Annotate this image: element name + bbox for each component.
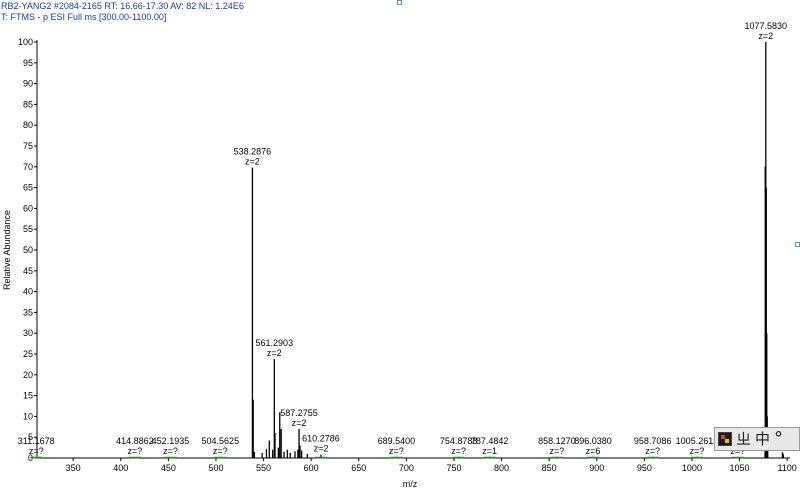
- y-tick-label: 20: [23, 370, 33, 380]
- axes-group: [36, 40, 790, 459]
- y-tick-label: 55: [23, 224, 33, 234]
- y-tick-label: 5: [28, 432, 33, 442]
- peak-mz-label: 1005.2612: [676, 436, 719, 446]
- x-tick-label: 1050: [730, 463, 750, 473]
- peak-bars: [251, 42, 784, 458]
- peak-mz-label: 452.1935: [152, 436, 190, 446]
- peak-mz-label: 858.1270: [538, 436, 576, 446]
- peak-charge-label: z=?: [29, 446, 44, 456]
- peak-charge-label: z=2: [758, 31, 773, 41]
- peak-charge-label: z=?: [550, 446, 565, 456]
- peak-mz-label: 754.8788: [440, 436, 478, 446]
- x-tick-label: 900: [589, 463, 604, 473]
- axis-titles: m/z Relative Abundance: [2, 210, 418, 489]
- peak-mz-label: 414.8862: [116, 436, 154, 446]
- peak-charge-label: z=?: [128, 446, 143, 456]
- x-tick-label: 1000: [682, 463, 702, 473]
- y-tick-label: 90: [23, 79, 33, 89]
- resize-handle-top[interactable]: [397, 0, 402, 5]
- x-tick-label: 850: [542, 463, 557, 473]
- ime-toolbar[interactable]: ㄓ 中 °: [714, 427, 800, 451]
- peak-mz-label: 561.2903: [256, 338, 294, 348]
- x-tick-label: 500: [208, 463, 223, 473]
- peak-mz-label: 896.0380: [574, 436, 612, 446]
- peak-mz-label: 311.1678: [18, 436, 55, 446]
- peak-mz-label: 504.5625: [202, 436, 240, 446]
- y-tick-label: 70: [23, 162, 33, 172]
- y-tick-label: 75: [23, 141, 33, 151]
- peak-charge-label: z=2: [292, 418, 307, 428]
- peak-labels: 311.1678z=?414.8862z=?452.1935z=?504.562…: [18, 21, 787, 456]
- y-tick-label: 60: [23, 203, 33, 213]
- y-tick-label: 30: [23, 328, 33, 338]
- x-tick-label: 650: [351, 463, 366, 473]
- scan-header: RB2-YANG2 #2084-2165 RT: 16.66-17.30 AV:…: [0, 0, 800, 26]
- ime-bopomofo-glyph[interactable]: ㄓ: [736, 430, 752, 448]
- peak-charge-label: z=?: [163, 446, 178, 456]
- peak-charge-label: z=?: [213, 446, 228, 456]
- ime-logo-icon: [718, 432, 732, 446]
- peak-charge-label: z=?: [645, 446, 660, 456]
- peak-charge-label: z=6: [586, 446, 601, 456]
- x-tick-label: 950: [637, 463, 652, 473]
- peak-charge-label: z=?: [389, 446, 404, 456]
- y-axis-title: Relative Abundance: [2, 210, 12, 290]
- y-axis-ticks: 0510152025303540455055606570758085909510…: [18, 37, 37, 463]
- x-tick-label: 350: [66, 463, 81, 473]
- ime-punctuation-glyph[interactable]: °: [774, 428, 784, 449]
- peak-charge-label: z=?: [451, 446, 466, 456]
- peak-mz-label: 787.4842: [471, 436, 509, 446]
- scan-filter-line: T: FTMS - p ESI Full ms [300.00-1100.00]: [1, 12, 167, 22]
- y-tick-label: 10: [23, 411, 33, 421]
- y-tick-label: 50: [23, 245, 33, 255]
- x-tick-label: 450: [161, 463, 176, 473]
- peak-mz-label: 587.2755: [280, 408, 318, 418]
- peak-mz-label: 958.7086: [634, 436, 672, 446]
- x-tick-label: 400: [113, 463, 128, 473]
- x-axis-ticks: 350 400 450 500 550 600 650 700 750 800 850 900 950 1…: [66, 458, 797, 473]
- y-tick-label: 100: [18, 37, 33, 47]
- peak-charge-label: z=2: [314, 444, 329, 454]
- y-tick-label: 95: [23, 58, 33, 68]
- y-tick-label: 15: [23, 391, 33, 401]
- peak-charge-label: z=?: [690, 446, 705, 456]
- x-axis-title: m/z: [403, 479, 418, 489]
- y-tick-label: 85: [23, 99, 33, 109]
- peak-mz-label: 1077.5830: [745, 21, 788, 31]
- y-tick-label: 35: [23, 307, 33, 317]
- peak-mz-label: 610.2786: [302, 434, 340, 444]
- scan-info-line: RB2-YANG2 #2084-2165 RT: 16.66-17.30 AV:…: [1, 1, 244, 11]
- peak-charge-label: z=1: [482, 446, 497, 456]
- x-tick-label: 700: [399, 463, 414, 473]
- peak-charge-label: z=2: [267, 348, 282, 358]
- y-tick-label: 40: [23, 287, 33, 297]
- peak-mz-label: 538.2876: [234, 147, 272, 157]
- ime-chinese-mode-glyph[interactable]: 中: [755, 430, 771, 448]
- y-tick-label: 25: [23, 349, 33, 359]
- y-tick-label: 80: [23, 120, 33, 130]
- x-tick-label: 1100: [777, 463, 796, 473]
- x-tick-label: 600: [304, 463, 319, 473]
- x-tick-label: 550: [256, 463, 271, 473]
- y-tick-label: 45: [23, 266, 33, 276]
- peak-mz-label: 689.5400: [378, 436, 416, 446]
- peak-charge-label: z=2: [245, 157, 260, 167]
- x-tick-label: 800: [494, 463, 509, 473]
- y-tick-label: 65: [23, 183, 33, 193]
- x-tick-label: 750: [446, 463, 461, 473]
